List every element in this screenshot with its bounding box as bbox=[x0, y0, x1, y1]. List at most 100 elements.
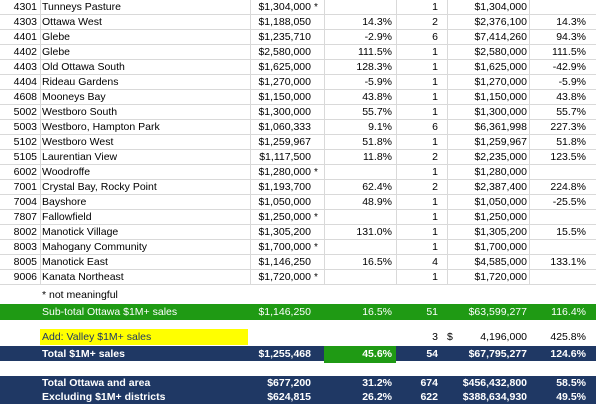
total-1m-label[interactable]: Total $1M+ sales bbox=[42, 348, 125, 360]
sales-count[interactable]: 1 bbox=[432, 106, 438, 118]
sales-count[interactable]: 1 bbox=[432, 1, 438, 13]
total-1m-count[interactable]: 54 bbox=[426, 348, 438, 360]
district-code[interactable]: 4402 bbox=[13, 46, 37, 58]
not-meaningful-marker[interactable] bbox=[314, 135, 324, 150]
sales-count[interactable]: 1 bbox=[432, 136, 438, 148]
total-value[interactable]: $6,361,998 bbox=[474, 121, 527, 133]
price-change-pct[interactable] bbox=[324, 210, 396, 225]
district-name[interactable]: Mahogany Community bbox=[42, 241, 148, 253]
district-name[interactable]: Kanata Northeast bbox=[42, 271, 124, 283]
subtotal-pct[interactable]: 16.5% bbox=[362, 306, 392, 318]
not-meaningful-marker[interactable] bbox=[314, 225, 324, 240]
price-change-pct[interactable]: 62.4% bbox=[362, 181, 392, 193]
district-name[interactable]: Old Ottawa South bbox=[42, 61, 125, 73]
total-value[interactable]: $4,585,000 bbox=[474, 256, 527, 268]
total-change-pct[interactable]: 55.7% bbox=[556, 106, 586, 118]
subtotal-count[interactable]: 51 bbox=[426, 306, 438, 318]
total-change-pct[interactable]: -42.9% bbox=[552, 61, 586, 73]
district-code[interactable]: 5102 bbox=[13, 136, 37, 148]
total-area-total-pct[interactable]: 58.5% bbox=[556, 377, 586, 389]
district-code[interactable]: 8005 bbox=[13, 256, 37, 268]
sales-count[interactable]: 6 bbox=[432, 31, 438, 43]
valley-dollar[interactable]: $ bbox=[447, 331, 453, 343]
total-area-label[interactable]: Total Ottawa and area bbox=[42, 377, 151, 389]
avg-price[interactable]: $1,270,000 bbox=[258, 76, 311, 88]
not-meaningful-marker[interactable]: * bbox=[314, 242, 318, 253]
valley-count[interactable]: 3 bbox=[432, 331, 438, 343]
price-change-pct[interactable]: 48.9% bbox=[362, 196, 392, 208]
total-change-pct[interactable]: 43.8% bbox=[556, 91, 586, 103]
excluding-total[interactable]: $388,634,930 bbox=[462, 391, 527, 403]
sales-count[interactable]: 2 bbox=[432, 16, 438, 28]
total-value[interactable]: $2,387,400 bbox=[474, 181, 527, 193]
avg-price[interactable]: $1,235,710 bbox=[258, 31, 311, 43]
avg-price[interactable]: $1,259,967 bbox=[258, 136, 311, 148]
not-meaningful-marker[interactable] bbox=[314, 180, 324, 195]
district-code[interactable]: 7001 bbox=[13, 181, 37, 193]
total-value[interactable]: $7,414,260 bbox=[474, 31, 527, 43]
total-change-pct[interactable]: -5.9% bbox=[558, 76, 586, 88]
total-value[interactable]: $1,259,967 bbox=[474, 136, 527, 148]
not-meaningful-marker[interactable]: * bbox=[314, 167, 318, 178]
district-name[interactable]: Westboro South bbox=[42, 106, 118, 118]
avg-price[interactable]: $1,250,000 bbox=[258, 211, 311, 223]
total-area-price[interactable]: $677,200 bbox=[267, 377, 311, 389]
total-value[interactable]: $2,235,000 bbox=[474, 151, 527, 163]
district-name[interactable]: Bayshore bbox=[42, 196, 87, 208]
total-area-count[interactable]: 674 bbox=[420, 377, 438, 389]
total-value[interactable]: $1,280,000 bbox=[474, 166, 527, 178]
not-meaningful-marker[interactable] bbox=[314, 75, 324, 90]
total-value[interactable]: $1,304,000 bbox=[474, 1, 527, 13]
total-value[interactable]: $2,376,100 bbox=[474, 16, 527, 28]
total-value[interactable]: $1,270,000 bbox=[474, 76, 527, 88]
avg-price[interactable]: $1,193,700 bbox=[258, 181, 311, 193]
valley-label[interactable]: Add: Valley $1M+ sales bbox=[40, 329, 248, 345]
district-code[interactable]: 6002 bbox=[13, 166, 37, 178]
district-name[interactable]: Fallowfield bbox=[42, 211, 92, 223]
district-name[interactable]: Mooneys Bay bbox=[42, 91, 106, 103]
not-meaningful-marker[interactable]: * bbox=[314, 2, 318, 13]
total-value[interactable]: $2,580,000 bbox=[474, 46, 527, 58]
subtotal-label[interactable]: Sub-total Ottawa $1M+ sales bbox=[42, 306, 178, 318]
sales-count[interactable]: 1 bbox=[432, 166, 438, 178]
sales-count[interactable]: 1 bbox=[432, 76, 438, 88]
avg-price[interactable]: $1,280,000 bbox=[258, 166, 311, 178]
excluding-pct[interactable]: 26.2% bbox=[362, 391, 392, 403]
excluding-total-pct[interactable]: 49.5% bbox=[556, 391, 586, 403]
total-1m-total-pct[interactable]: 124.6% bbox=[550, 348, 586, 360]
valley-total-pct[interactable]: 425.8% bbox=[550, 331, 586, 343]
not-meaningful-marker[interactable] bbox=[314, 90, 324, 105]
sales-count[interactable]: 1 bbox=[432, 196, 438, 208]
subtotal-price[interactable]: $1,146,250 bbox=[258, 306, 311, 318]
avg-price[interactable]: $1,150,000 bbox=[258, 91, 311, 103]
sales-count[interactable]: 1 bbox=[432, 241, 438, 253]
district-code[interactable]: 7807 bbox=[13, 211, 37, 223]
district-code[interactable]: 8003 bbox=[13, 241, 37, 253]
price-change-pct[interactable]: 43.8% bbox=[362, 91, 392, 103]
total-change-pct[interactable]: 14.3% bbox=[556, 16, 586, 28]
sales-count[interactable]: 1 bbox=[432, 61, 438, 73]
district-name[interactable]: Glebe bbox=[42, 31, 71, 43]
sales-count[interactable]: 1 bbox=[432, 271, 438, 283]
district-name[interactable]: Manotick Village bbox=[42, 226, 119, 238]
district-code[interactable]: 9006 bbox=[13, 271, 37, 283]
district-code[interactable]: 8002 bbox=[13, 226, 37, 238]
sales-count[interactable]: 1 bbox=[432, 46, 438, 58]
price-change-pct[interactable]: 9.1% bbox=[368, 121, 392, 133]
total-value[interactable]: $1,050,000 bbox=[474, 196, 527, 208]
district-code[interactable]: 7004 bbox=[13, 196, 37, 208]
not-meaningful-marker[interactable] bbox=[314, 255, 324, 270]
district-code[interactable]: 5002 bbox=[13, 106, 37, 118]
total-change-pct[interactable]: 15.5% bbox=[556, 226, 586, 238]
district-name[interactable]: Westboro, Hampton Park bbox=[42, 121, 160, 133]
total-change-pct[interactable] bbox=[529, 0, 588, 15]
avg-price[interactable]: $1,720,000 bbox=[258, 271, 311, 283]
district-code[interactable]: 4301 bbox=[13, 1, 37, 13]
avg-price[interactable]: $1,188,050 bbox=[258, 16, 311, 28]
total-change-pct[interactable]: 123.5% bbox=[550, 151, 586, 163]
avg-price[interactable]: $1,304,000 bbox=[258, 1, 311, 13]
avg-price[interactable]: $1,060,333 bbox=[258, 121, 311, 133]
not-meaningful-marker[interactable] bbox=[314, 60, 324, 75]
total-change-pct[interactable]: -25.5% bbox=[552, 196, 586, 208]
price-change-pct[interactable]: 131.0% bbox=[356, 226, 392, 238]
